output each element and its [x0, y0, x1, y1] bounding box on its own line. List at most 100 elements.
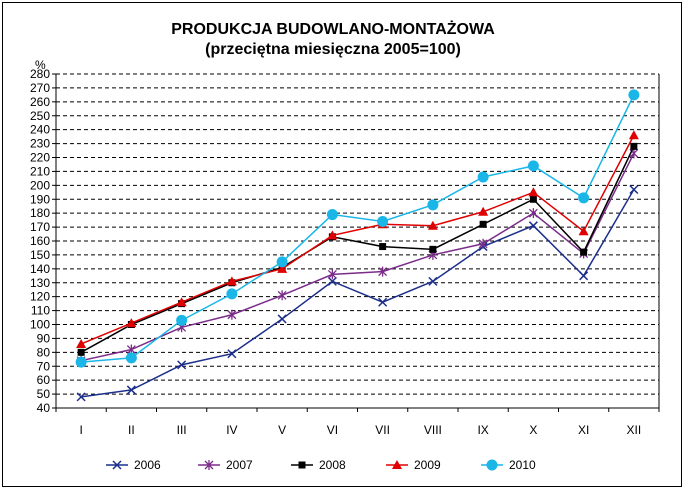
legend-label: 2007 — [226, 458, 253, 472]
y-tick-label: 230 — [30, 137, 50, 151]
legend-entry-2009: 2009 — [386, 458, 441, 472]
data-point — [226, 288, 238, 300]
legend-swatch-marker — [204, 460, 214, 470]
data-point — [327, 230, 338, 240]
data-point — [428, 276, 438, 286]
y-tick-label: 120 — [30, 290, 50, 304]
data-point — [579, 271, 589, 281]
series-2009 — [76, 130, 639, 348]
legend-label: 2010 — [509, 458, 536, 472]
data-point — [630, 142, 638, 150]
axes — [52, 73, 660, 412]
y-tick-label: 110 — [31, 304, 50, 318]
x-tick-label: IV — [226, 423, 237, 437]
data-point — [76, 338, 87, 348]
data-point — [478, 238, 488, 249]
y-tick-label: 180 — [30, 206, 50, 220]
x-tick-label: IX — [477, 423, 488, 437]
y-tick-label: 100 — [30, 318, 50, 332]
data-point — [126, 318, 137, 328]
legend-label: 2009 — [414, 458, 441, 472]
data-point — [327, 276, 337, 286]
data-point — [629, 184, 639, 195]
y-tick-label: 260 — [30, 95, 50, 109]
data-point — [628, 130, 639, 140]
data-point — [578, 226, 589, 236]
data-point — [176, 314, 188, 326]
data-point — [277, 263, 288, 273]
chart-frame: PRODUKCJA BUDOWLANO-MONTAŻOWA (przeciętn… — [2, 2, 682, 487]
y-tick-label: 220 — [30, 151, 50, 165]
chart-subtitle: (przeciętna miesięczna 2005=100) — [205, 41, 461, 58]
y-tick-label: 50 — [37, 387, 51, 401]
data-point — [77, 348, 85, 356]
series-2008 — [77, 142, 638, 356]
data-point — [578, 192, 590, 204]
legend-entry-2010: 2010 — [481, 458, 536, 472]
legend-label: 2008 — [319, 458, 346, 472]
legend-entry-2007: 2007 — [198, 458, 253, 472]
data-point — [326, 209, 338, 221]
legend-swatch-marker — [486, 459, 498, 471]
y-tick-label: 160 — [30, 234, 50, 248]
data-point — [277, 290, 287, 301]
y-tick-label: 90 — [37, 331, 51, 345]
data-point — [378, 266, 388, 277]
series-line — [81, 94, 635, 363]
data-point — [76, 392, 86, 402]
data-point — [527, 160, 539, 172]
legend: 2006 2007 2008 2009 2010 — [106, 458, 536, 472]
data-point — [478, 206, 489, 216]
y-tick-label: 150 — [30, 248, 50, 262]
data-point — [429, 245, 437, 253]
series-line — [80, 146, 635, 353]
data-point — [427, 220, 438, 230]
x-tick-label: X — [529, 423, 537, 437]
data-point — [377, 216, 389, 228]
x-tick-label: II — [128, 423, 135, 437]
y-tick-label: 250 — [30, 109, 50, 123]
y-tick-labels: 4050607080901001101201301401501601701801… — [30, 67, 50, 415]
y-tick-label: 70 — [37, 359, 51, 373]
chart-title: PRODUKCJA BUDOWLANO-MONTAŻOWA — [171, 20, 495, 38]
y-tick-label: 210 — [30, 164, 50, 178]
x-tick-label: I — [79, 423, 82, 437]
data-point — [126, 385, 136, 395]
data-point — [580, 248, 588, 256]
series-line — [80, 134, 635, 345]
series-line — [81, 189, 635, 398]
data-point — [379, 243, 387, 251]
data-point — [227, 309, 237, 320]
data-point — [479, 220, 487, 228]
x-tick-label: XI — [578, 423, 589, 437]
series-layer — [75, 89, 640, 402]
y-tick-label: 60 — [37, 373, 51, 387]
data-point — [177, 360, 187, 370]
data-point — [227, 349, 237, 359]
legend-label: 2006 — [134, 458, 161, 472]
data-point — [427, 199, 439, 211]
x-tick-label: V — [278, 423, 286, 437]
x-tick-label: VI — [327, 423, 338, 437]
y-tick-label: 130 — [30, 276, 50, 290]
x-tick-label: III — [177, 423, 187, 437]
y-tick-label: 190 — [30, 192, 50, 206]
y-tick-label: 40 — [37, 401, 51, 415]
data-point — [528, 221, 538, 231]
series-2010 — [75, 89, 640, 368]
y-tick-label: 140 — [30, 262, 50, 276]
data-point — [528, 208, 538, 219]
legend-entry-2008: 2008 — [291, 458, 346, 472]
x-tick-labels: I II III IV V VI VII VIII IX X XI XII — [79, 423, 641, 437]
legend-swatch-marker — [392, 460, 402, 469]
y-tick-label: 240 — [30, 123, 50, 137]
legend-swatch-marker — [298, 461, 306, 469]
x-tick-label: XII — [627, 423, 642, 437]
data-point — [528, 187, 539, 197]
y-tick-label: 200 — [30, 178, 50, 192]
data-point — [529, 195, 537, 203]
data-point — [75, 356, 87, 368]
y-tick-label: 80 — [37, 345, 51, 359]
legend-entry-2006: 2006 — [106, 458, 161, 472]
grid-lines — [56, 73, 659, 395]
